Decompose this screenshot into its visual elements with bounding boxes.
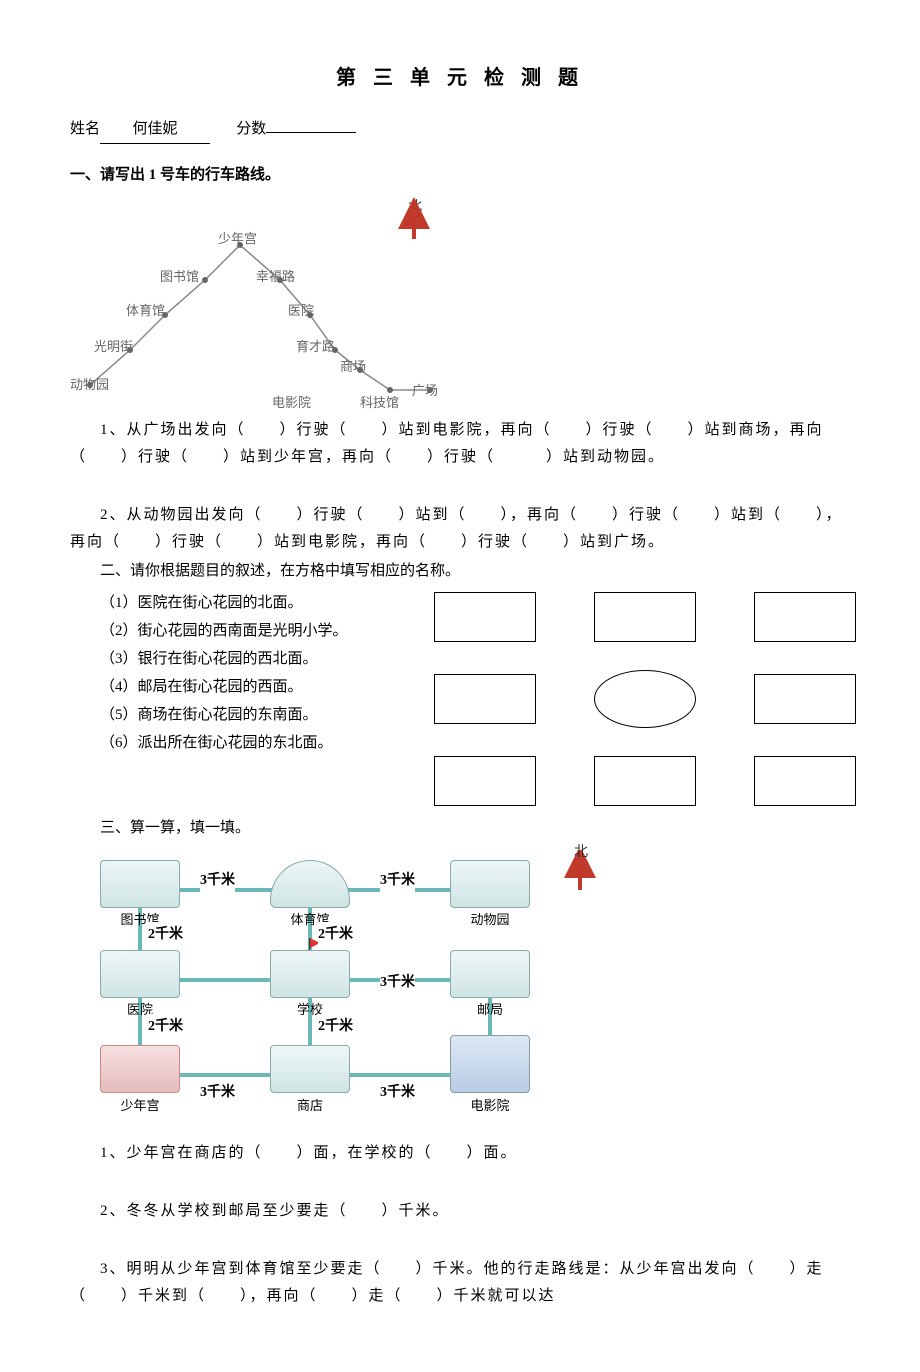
node-kjg: 科技馆 [360, 391, 399, 414]
node-yy: 医院 [288, 299, 314, 322]
s3-q1: 1、少年宫在商店的（ ）面，在学校的（ ）面。 [70, 1140, 850, 1167]
grid-cell-center [594, 670, 696, 728]
dist-yy-sng: 2千米 [148, 1014, 183, 1039]
node-tyg: 体育馆 [126, 299, 165, 322]
grid-cell-n[interactable] [594, 592, 696, 642]
bldg-dyy [450, 1035, 530, 1093]
score-value[interactable] [266, 132, 356, 133]
grid-cell-se[interactable] [754, 756, 856, 806]
dist-tyg-xx: 2千米 [318, 922, 353, 947]
section3-heading: 三、算一算，填一填。 [70, 815, 850, 842]
node-dyy: 电影院 [272, 391, 311, 414]
s2-item-2: （2）街心花园的西南面是光明小学。 [70, 618, 410, 645]
grid-cell-nw[interactable] [434, 592, 536, 642]
q2-statements: （1）医院在街心花园的北面。 （2）街心花园的西南面是光明小学。 （3）银行在街… [70, 589, 410, 758]
bldg-sng [100, 1045, 180, 1093]
dist-tyg-dwy: 3千米 [380, 868, 415, 893]
node-sc: 商场 [340, 355, 366, 378]
dist-xx-yj: 3千米 [380, 970, 415, 995]
node-ycl: 育才路 [296, 335, 335, 358]
node-gmj: 光明街 [94, 335, 133, 358]
bldg-xx [270, 950, 350, 998]
score-label: 分数 [236, 121, 266, 137]
section1-heading: 一、请写出 1 号车的行车路线。 [70, 162, 850, 189]
dist-tsg-tyg: 3千米 [200, 868, 235, 893]
s2-item-3: （3）银行在街心花园的西北面。 [70, 646, 410, 673]
lbl-sd: 商店 [270, 1094, 350, 1117]
lbl-dyy: 电影院 [450, 1094, 530, 1117]
name-value: 何佳妮 [100, 116, 210, 144]
section2-heading: 二、请你根据题目的叙述，在方格中填写相应的名称。 [70, 558, 850, 585]
grid-cell-ne[interactable] [754, 592, 856, 642]
s3-q2: 2、冬冬从学校到邮局至少要走（ ）千米。 [70, 1198, 850, 1225]
dist-sng-sd: 3千米 [200, 1080, 235, 1105]
name-label: 姓名 [70, 121, 100, 137]
map-figure: 北 图书馆 体育馆 动物园 医院 学校 邮局 少年宫 商店 电影院 3千米 3千… [70, 850, 630, 1130]
node-dwy: 动物园 [70, 373, 109, 396]
north-label-2: 北 [574, 840, 588, 865]
bldg-yj [450, 950, 530, 998]
lbl-sng: 少年宫 [100, 1094, 180, 1117]
q2-grid [430, 585, 860, 813]
node-gc: 广场 [412, 379, 438, 402]
s2-item-4: （4）邮局在街心花园的西面。 [70, 674, 410, 701]
bldg-sd [270, 1045, 350, 1093]
bldg-dwy [450, 860, 530, 908]
s1-q2: 2、从动物园出发向（ ）行驶（ ）站到（ ），再向（ ）行驶（ ）站到（ ），再… [70, 502, 850, 556]
grid-cell-w[interactable] [434, 674, 536, 724]
dist-sd-dyy: 3千米 [380, 1080, 415, 1105]
dist-tsg-yy: 2千米 [148, 922, 183, 947]
s2-item-5: （5）商场在街心花园的东南面。 [70, 702, 410, 729]
node-xfl: 幸福路 [256, 265, 295, 288]
node-tsg: 图书馆 [160, 265, 199, 288]
s1-q1: 1、从广场出发向（ ）行驶（ ）站到电影院，再向（ ）行驶（ ）站到商场，再向（… [70, 417, 850, 471]
lbl-yj: 邮局 [450, 998, 530, 1021]
s2-item-1: （1）医院在街心花园的北面。 [70, 590, 410, 617]
bldg-yy [100, 950, 180, 998]
header-line: 姓名何佳妮 分数 [70, 116, 850, 144]
dist-xx-sd: 2千米 [318, 1014, 353, 1039]
bldg-tsg [100, 860, 180, 908]
route-diagram: 北 少年宫 图书馆 幸福路 体育馆 医院 光明街 育才路 动物园 商场 电影院 … [70, 195, 850, 415]
grid-cell-s[interactable] [594, 756, 696, 806]
s2-item-6: （6）派出所在街心花园的东北面。 [70, 730, 410, 757]
lbl-dwy: 动物园 [450, 908, 530, 931]
grid-cell-e[interactable] [754, 674, 856, 724]
grid-cell-sw[interactable] [434, 756, 536, 806]
page-title: 第 三 单 元 检 测 题 [70, 60, 850, 96]
q2-wrap: （1）医院在街心花园的北面。 （2）街心花园的西南面是光明小学。 （3）银行在街… [70, 589, 850, 813]
node-sng: 少年宫 [218, 227, 257, 250]
